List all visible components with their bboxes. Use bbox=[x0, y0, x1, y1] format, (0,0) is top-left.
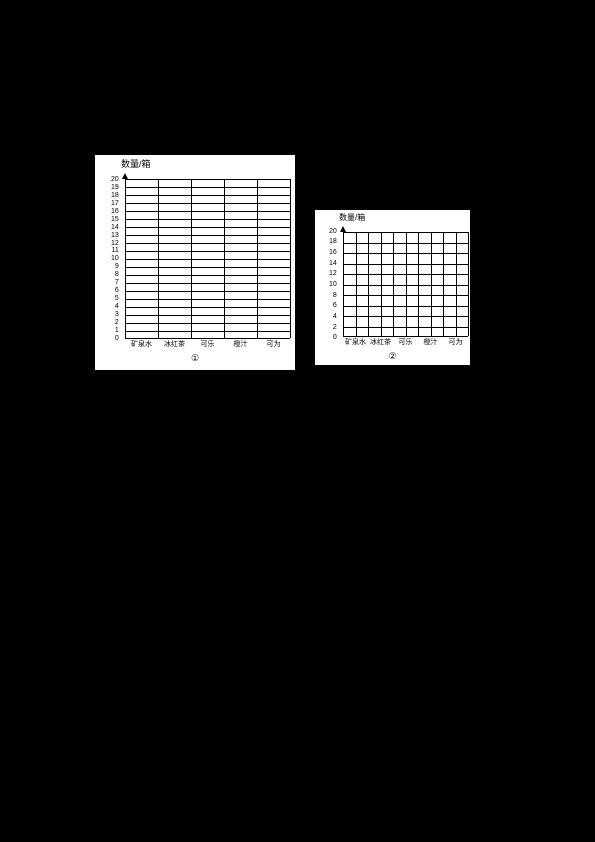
chart2-x-labels: 矿泉水冰红茶可乐橙汁可为 bbox=[343, 339, 468, 346]
chart1-y-tick: 8 bbox=[115, 271, 119, 278]
chart2-y-tick: 2 bbox=[333, 324, 337, 331]
chart1-y-tick: 9 bbox=[115, 263, 119, 270]
chart2-x-category: 橙汁 bbox=[418, 339, 443, 346]
chart1-y-tick: 2 bbox=[115, 319, 119, 326]
chart2-y-tick: 18 bbox=[329, 238, 337, 245]
chart1-y-tick: 0 bbox=[115, 335, 119, 342]
chart1-x-labels: 矿泉水冰红茶可乐橙汁可为 bbox=[125, 341, 290, 348]
chart2-x-category: 可乐 bbox=[393, 339, 418, 346]
chart2-x-category: 可为 bbox=[443, 339, 468, 346]
chart1-sub-label: ① bbox=[103, 353, 287, 364]
chart2-y-tick: 10 bbox=[329, 281, 337, 288]
chart1-y-tick: 15 bbox=[111, 216, 119, 223]
chart1-grid-area: 20191817161514131211109876543210 矿泉水冰红茶可… bbox=[125, 179, 290, 339]
chart1-x-category: 可乐 bbox=[191, 341, 224, 348]
chart2-grid-area: 20181614121086420 矿泉水冰红茶可乐橙汁可为 bbox=[343, 232, 468, 337]
chart1-box: 数量/箱 20191817161514131211109876543210 矿泉… bbox=[95, 155, 295, 370]
chart1-x-category: 冰红茶 bbox=[158, 341, 191, 348]
chart1-y-tick: 6 bbox=[115, 287, 119, 294]
chart1-y-tick: 20 bbox=[111, 176, 119, 183]
chart2-y-tick: 8 bbox=[333, 292, 337, 299]
chart1-y-tick: 3 bbox=[115, 311, 119, 318]
chart1-y-tick: 1 bbox=[115, 327, 119, 334]
chart1-x-category: 可为 bbox=[257, 341, 290, 348]
chart2-x-category: 冰红茶 bbox=[368, 339, 393, 346]
chart2-x-category: 矿泉水 bbox=[343, 339, 368, 346]
chart2-y-tick: 20 bbox=[329, 228, 337, 235]
chart1-y-labels: 20191817161514131211109876543210 bbox=[111, 176, 119, 342]
chart2-y-tick: 6 bbox=[333, 302, 337, 309]
chart2-y-labels: 20181614121086420 bbox=[329, 228, 337, 342]
chart1-y-tick: 11 bbox=[112, 247, 119, 254]
chart1-y-tick: 17 bbox=[111, 200, 119, 207]
chart1-x-category: 橙汁 bbox=[224, 341, 257, 348]
chart2-grid bbox=[343, 232, 468, 337]
charts-container: 数量/箱 20191817161514131211109876543210 矿泉… bbox=[95, 155, 470, 370]
chart1-y-tick: 7 bbox=[115, 279, 119, 286]
chart2-y-axis-title: 数量/箱 bbox=[339, 212, 365, 223]
chart2-y-tick: 4 bbox=[333, 313, 337, 320]
chart1-y-tick: 18 bbox=[111, 192, 119, 199]
chart1-y-tick: 12 bbox=[111, 240, 119, 247]
chart2-sub-label: ② bbox=[323, 351, 462, 362]
chart1-y-tick: 19 bbox=[111, 184, 119, 191]
chart1-y-tick: 4 bbox=[115, 303, 119, 310]
chart1-y-tick: 10 bbox=[111, 255, 119, 262]
chart1-y-tick: 13 bbox=[111, 232, 119, 239]
chart1-y-tick: 5 bbox=[115, 295, 119, 302]
chart2-y-tick: 14 bbox=[329, 260, 337, 267]
chart1-grid bbox=[125, 179, 290, 339]
chart2-y-tick: 12 bbox=[329, 270, 337, 277]
chart1-y-tick: 14 bbox=[111, 224, 119, 231]
chart1-y-tick: 16 bbox=[111, 208, 119, 215]
chart1-y-axis-title: 数量/箱 bbox=[121, 157, 151, 170]
chart2-box: 数量/箱 20181614121086420 矿泉水冰红茶可乐橙汁可为 ② bbox=[315, 210, 470, 365]
chart2-y-tick: 0 bbox=[333, 334, 337, 341]
chart2-y-tick: 16 bbox=[329, 249, 337, 256]
chart1-x-category: 矿泉水 bbox=[125, 341, 158, 348]
